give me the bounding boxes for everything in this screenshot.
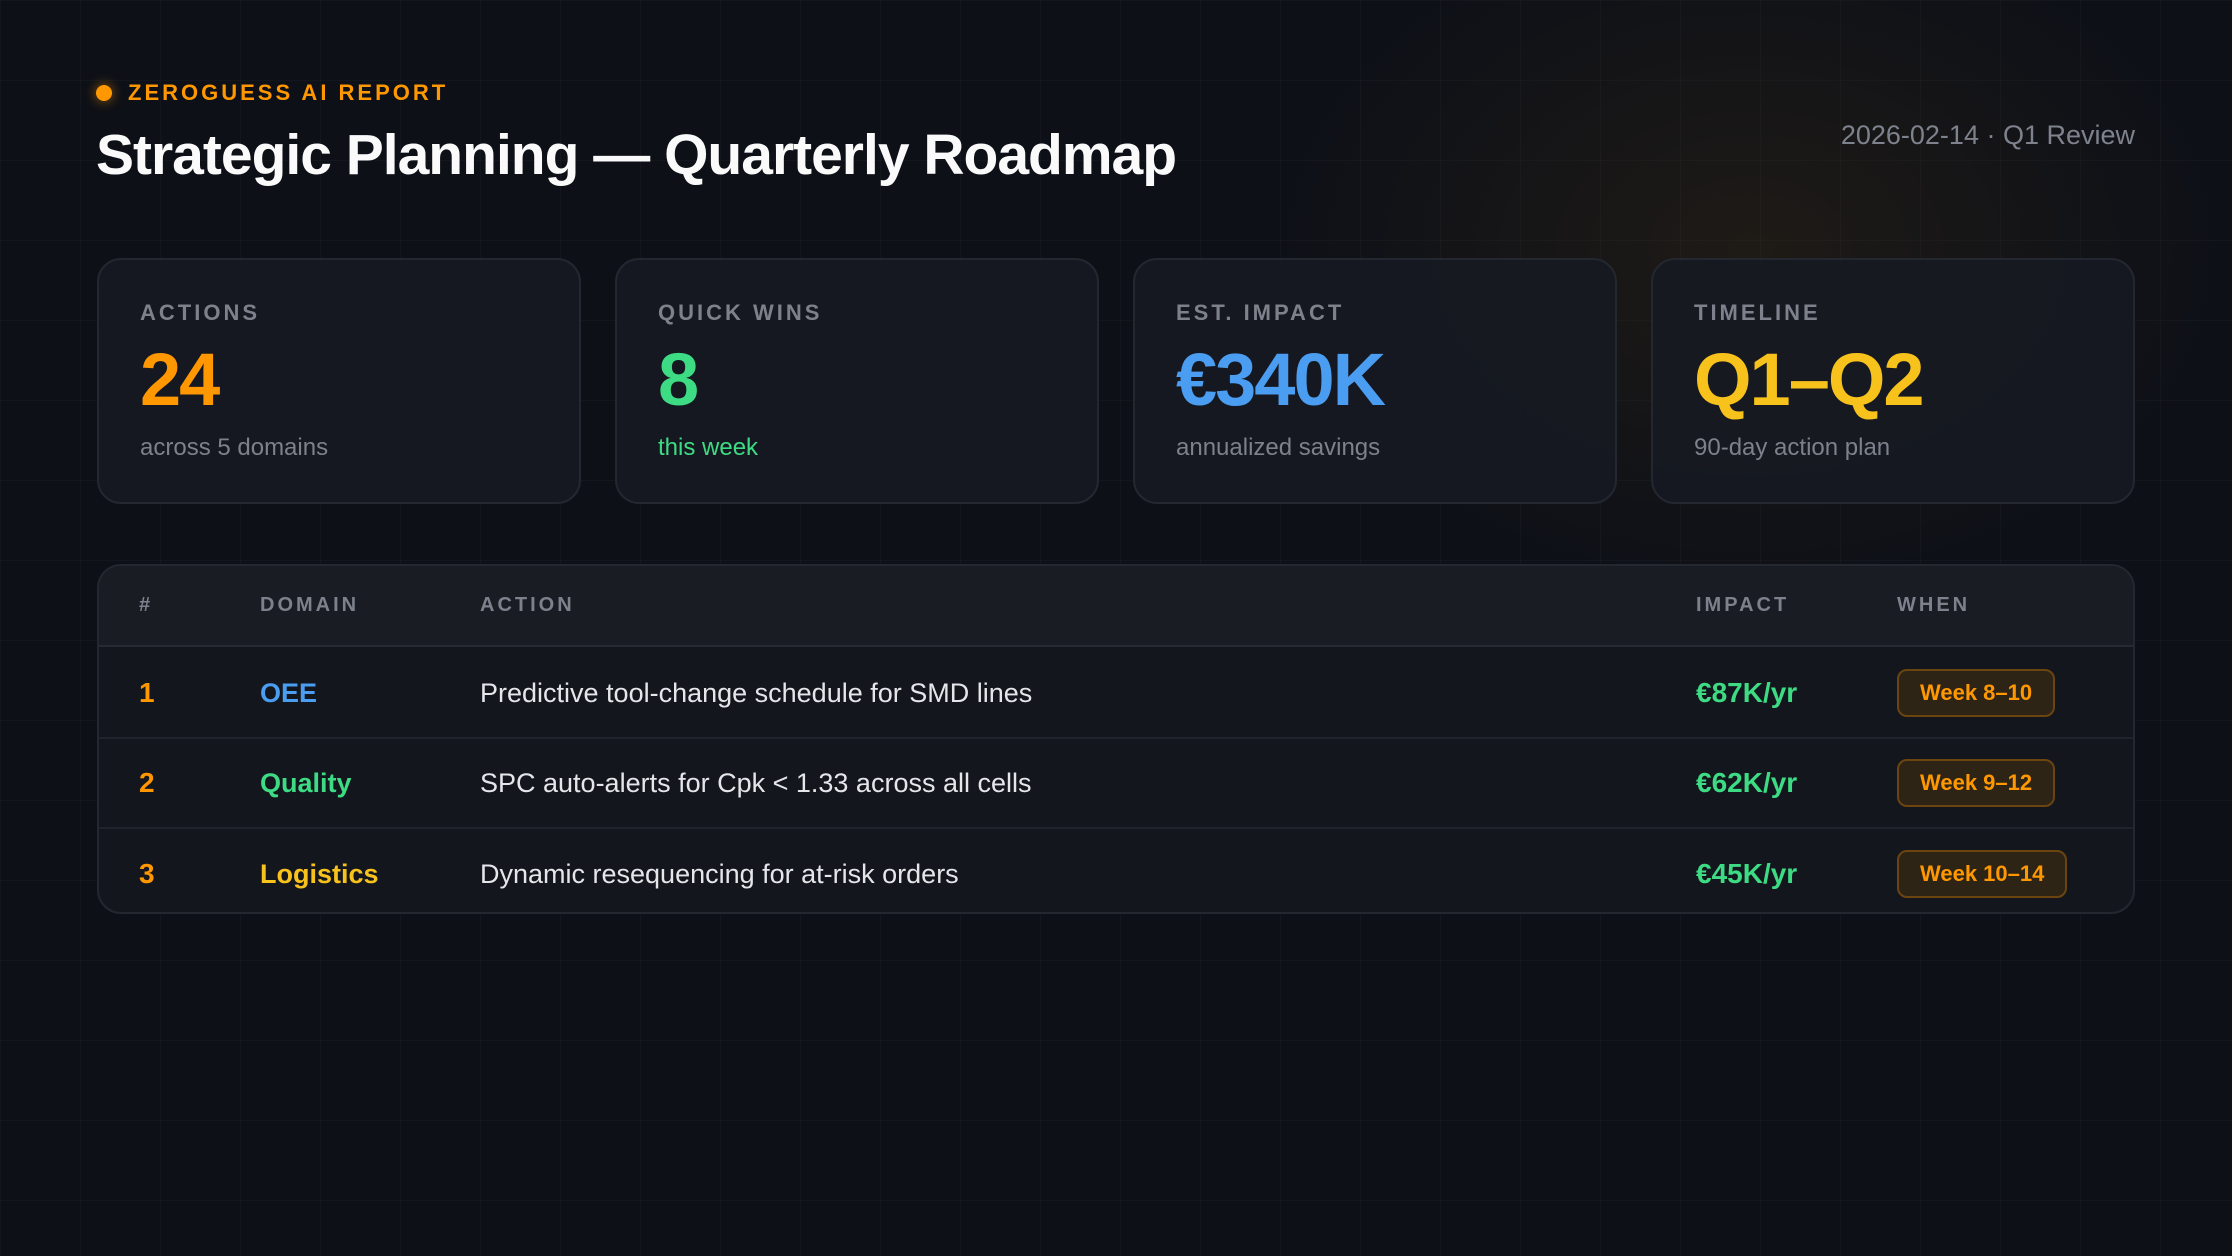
kpi-subtext: across 5 domains: [140, 434, 329, 461]
kpi-card: ACTIONS 24 across 5 domains: [97, 258, 581, 504]
status-dot-icon: [96, 85, 112, 101]
report-eyebrow: ZEROGUESS AI REPORT: [96, 80, 448, 106]
table-row[interactable]: 2 Quality SPC auto-alerts for Cpk < 1.33…: [99, 739, 2133, 829]
col-header-when: WHEN: [1897, 594, 1971, 616]
row-number: 3: [139, 858, 155, 889]
kpi-card: TIMELINE Q1–Q2 90-day action plan: [1651, 258, 2135, 504]
kpi-value: €340K: [1176, 338, 1386, 421]
kpi-subtext: this week: [658, 434, 759, 461]
kpi-value: 24: [140, 338, 220, 421]
row-action: Predictive tool-change schedule for SMD …: [480, 677, 1033, 708]
row-impact: €87K/yr: [1696, 677, 1798, 708]
col-header-impact: IMPACT: [1696, 594, 1790, 616]
col-header-domain: DOMAIN: [260, 594, 360, 616]
kpi-value: 8: [658, 338, 699, 421]
table-row[interactable]: 3 Logistics Dynamic resequencing for at-…: [99, 829, 2133, 912]
row-number: 2: [139, 767, 155, 798]
row-when-badge: Week 8–10: [1897, 669, 2056, 717]
page-title: Strategic Planning — Quarterly Roadmap: [96, 123, 1177, 187]
row-impact: €62K/yr: [1696, 767, 1798, 798]
row-domain: Logistics: [260, 858, 379, 889]
kpi-subtext: 90-day action plan: [1694, 434, 1891, 461]
row-action: Dynamic resequencing for at-risk orders: [480, 858, 959, 889]
report-date: 2026-02-14 · Q1 Review: [1840, 120, 2135, 150]
kpi-value: Q1–Q2: [1694, 338, 1925, 421]
row-domain: OEE: [260, 677, 318, 708]
row-impact: €45K/yr: [1696, 858, 1798, 889]
kpi-subtext: annualized savings: [1176, 434, 1381, 461]
col-header-action: ACTION: [480, 594, 575, 616]
roadmap-table: # DOMAIN ACTION IMPACT WHEN 1 OEE Predic…: [97, 564, 2135, 914]
col-header-number: #: [139, 594, 154, 616]
row-when-badge: Week 9–12: [1897, 759, 2056, 807]
kpi-card: QUICK WINS 8 this week: [615, 258, 1099, 504]
kpi-label: QUICK WINS: [658, 300, 823, 325]
eyebrow-label: ZEROGUESS AI REPORT: [128, 80, 449, 105]
row-when-badge: Week 10–14: [1897, 850, 2068, 898]
row-action: SPC auto-alerts for Cpk < 1.33 across al…: [480, 767, 1032, 798]
table-header: # DOMAIN ACTION IMPACT WHEN: [99, 566, 2133, 647]
kpi-label: TIMELINE: [1694, 300, 1821, 325]
table-row[interactable]: 1 OEE Predictive tool-change schedule fo…: [99, 649, 2133, 739]
kpi-label: EST. IMPACT: [1176, 300, 1345, 325]
row-number: 1: [139, 677, 155, 708]
kpi-card: EST. IMPACT €340K annualized savings: [1133, 258, 1617, 504]
kpi-label: ACTIONS: [140, 300, 260, 325]
row-domain: Quality: [260, 767, 352, 798]
